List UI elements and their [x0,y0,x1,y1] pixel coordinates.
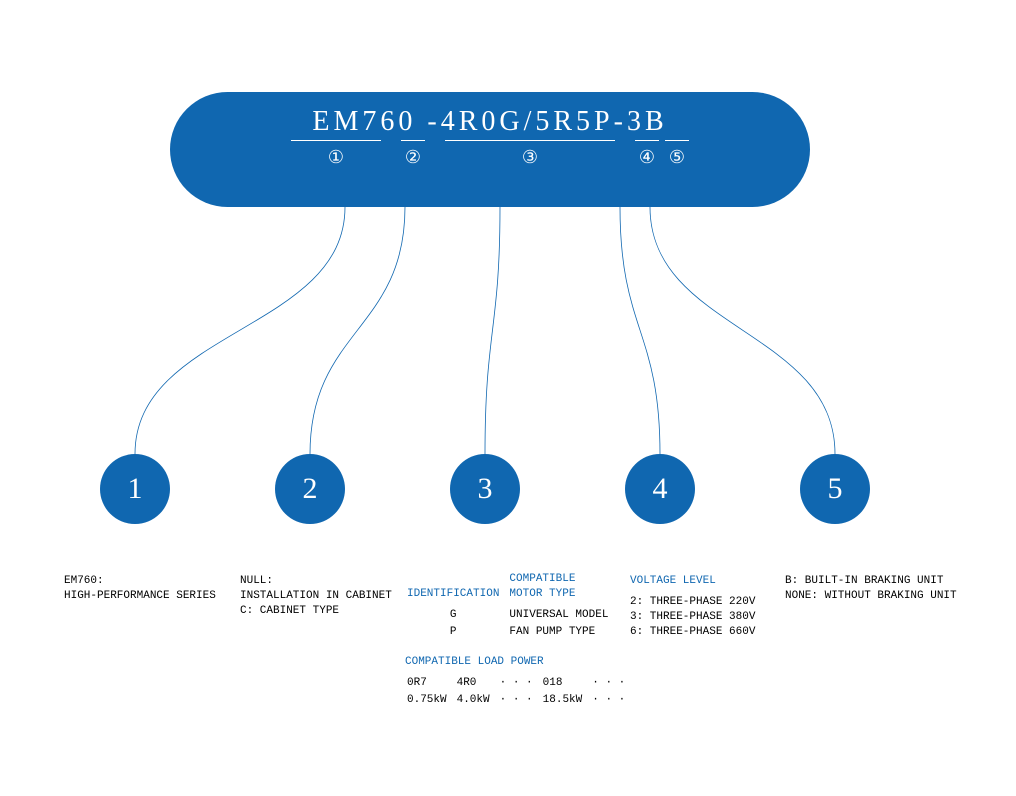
desc-block-5: B: BUILT-IN BRAKING UNIT NONE: WITHOUT B… [785,574,957,604]
node-circle-3: 3 [450,454,520,524]
voltage-level-line: 2: THREE-PHASE 220V [630,595,755,610]
model-segment-labels: ①②③④⑤ [170,147,810,168]
desc2-line1: NULL: [240,574,392,589]
desc2-line3: C: CABINET TYPE [240,604,392,619]
desc1-line1: EM760: [64,574,216,589]
voltage-level-line: 3: THREE-PHASE 380V [630,610,755,625]
desc2-line2: INSTALLATION IN CABINET [240,589,392,604]
model-code-text: EM760 -4R0G/5R5P-3B [312,106,667,137]
voltage-level-title: VOLTAGE LEVEL [630,574,755,589]
motor-type-table: IDENTIFICATION COMPATIBLE MOTOR TYPE GUN… [405,570,618,641]
node-circle-5: 5 [800,454,870,524]
desc5-line2: NONE: WITHOUT BRAKING UNIT [785,589,957,604]
model-underline-row [170,140,810,141]
node-circle-2: 2 [275,454,345,524]
voltage-level-line: 6: THREE-PHASE 660V [630,625,755,640]
desc5-line1: B: BUILT-IN BRAKING UNIT [785,574,957,589]
desc-block-4: VOLTAGE LEVEL 2: THREE-PHASE 220V3: THRE… [630,574,755,639]
desc-block-3: IDENTIFICATION COMPATIBLE MOTOR TYPE GUN… [405,570,635,710]
desc1-line2: HIGH-PERFORMANCE SERIES [64,589,216,604]
model-code-pill: EM760 -4R0G/5R5P-3B ①②③④⑤ [170,92,810,207]
node-circle-1: 1 [100,454,170,524]
desc-block-2: NULL: INSTALLATION IN CABINET C: CABINET… [240,574,392,619]
motor-type-title-identification: IDENTIFICATION [407,572,507,606]
load-power-title: COMPATIBLE LOAD POWER [405,655,635,670]
load-power-table: 0R74R0· · ·018· · ·0.75kW4.0kW· · ·18.5k… [405,674,635,710]
node-circle-4: 4 [625,454,695,524]
motor-type-title-compatible: COMPATIBLE MOTOR TYPE [509,572,616,606]
desc-block-1: EM760: HIGH-PERFORMANCE SERIES [64,574,216,604]
